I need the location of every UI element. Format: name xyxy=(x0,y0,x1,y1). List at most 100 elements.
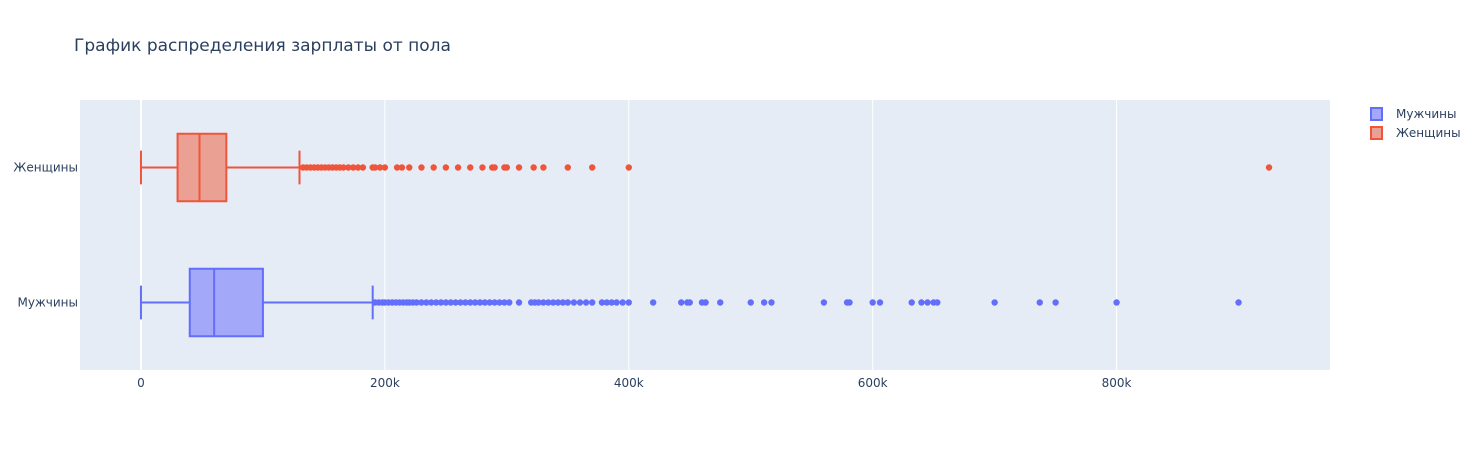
iqr-box xyxy=(176,132,228,203)
outlier-point[interactable] xyxy=(564,299,572,306)
outlier-point[interactable] xyxy=(491,299,498,306)
outlier-point[interactable] xyxy=(454,164,462,171)
legend-swatch xyxy=(1370,107,1383,121)
outlier-point[interactable] xyxy=(479,164,486,171)
outlier-point[interactable] xyxy=(501,299,508,306)
outlier-point[interactable] xyxy=(486,299,493,306)
x-tick-label: 400k xyxy=(614,376,644,390)
outlier-point[interactable] xyxy=(540,164,547,171)
outlier-point[interactable] xyxy=(430,164,437,171)
outlier-point[interactable] xyxy=(381,164,389,171)
outlier-point[interactable] xyxy=(1265,164,1273,171)
x-gridlines xyxy=(139,100,1118,370)
iqr-box xyxy=(188,267,264,338)
outlier-point[interactable] xyxy=(576,299,584,306)
y-tick-label: Женщины xyxy=(13,161,78,175)
outlier-point[interactable] xyxy=(619,299,626,306)
outlier-point[interactable] xyxy=(437,299,445,306)
outlier-point[interactable] xyxy=(423,299,430,306)
outlier-point[interactable] xyxy=(447,299,454,306)
outlier-point[interactable] xyxy=(432,299,440,306)
outlier-point[interactable] xyxy=(564,164,572,171)
outlier-point[interactable] xyxy=(349,164,357,171)
outlier-point[interactable] xyxy=(908,299,915,306)
outlier-point[interactable] xyxy=(428,299,435,306)
outlier-point[interactable] xyxy=(442,164,450,171)
x-tick-label: 800k xyxy=(1102,376,1132,390)
outlier-point[interactable] xyxy=(340,164,347,171)
outlier-point[interactable] xyxy=(393,164,401,171)
y-tick-labels: Мужчины Женщины xyxy=(13,161,78,310)
outlier-point[interactable] xyxy=(625,164,632,171)
outlier-point[interactable] xyxy=(413,299,420,306)
outlier-point[interactable] xyxy=(549,299,557,306)
outlier-point[interactable] xyxy=(406,164,413,171)
outlier-point[interactable] xyxy=(506,299,513,306)
legend-label: Женщины xyxy=(1396,126,1461,140)
outlier-point[interactable] xyxy=(570,299,578,306)
outlier-point[interactable] xyxy=(603,299,611,306)
outlier-point[interactable] xyxy=(345,164,352,171)
outlier-point[interactable] xyxy=(702,299,709,306)
outlier-point[interactable] xyxy=(491,164,498,171)
outlier-point[interactable] xyxy=(471,299,479,306)
outlier-point[interactable] xyxy=(452,299,459,306)
x-tick-label: 200k xyxy=(370,376,400,390)
outlier-point[interactable] xyxy=(991,299,998,306)
outlier-point[interactable] xyxy=(467,164,474,171)
outlier-point[interactable] xyxy=(876,299,884,306)
outlier-point[interactable] xyxy=(418,299,425,306)
legend-item[interactable]: Мужчины xyxy=(1370,107,1456,121)
outlier-point[interactable] xyxy=(545,299,552,306)
outlier-point[interactable] xyxy=(476,299,484,306)
legend-item[interactable]: Женщины xyxy=(1370,126,1461,140)
outlier-point[interactable] xyxy=(376,164,384,171)
outlier-point[interactable] xyxy=(649,299,657,306)
outlier-point[interactable] xyxy=(359,164,367,171)
outlier-point[interactable] xyxy=(1036,299,1043,306)
outlier-point[interactable] xyxy=(869,299,876,306)
outlier-point[interactable] xyxy=(608,299,615,306)
outlier-point[interactable] xyxy=(467,299,474,306)
outlier-point[interactable] xyxy=(457,299,464,306)
outlier-point[interactable] xyxy=(934,299,941,306)
outlier-point[interactable] xyxy=(717,299,724,306)
outlier-point[interactable] xyxy=(924,299,931,306)
outlier-point[interactable] xyxy=(442,299,450,306)
outlier-point[interactable] xyxy=(686,299,693,306)
outlier-point[interactable] xyxy=(588,164,596,171)
outlier-point[interactable] xyxy=(371,164,379,171)
outlier-point[interactable] xyxy=(515,299,523,306)
outlier-point[interactable] xyxy=(588,299,596,306)
outlier-point[interactable] xyxy=(846,299,853,306)
outlier-point[interactable] xyxy=(1052,299,1059,306)
outlier-point[interactable] xyxy=(760,299,768,306)
outlier-point[interactable] xyxy=(768,299,775,306)
outlier-point[interactable] xyxy=(515,164,523,171)
outlier-point[interactable] xyxy=(503,164,511,171)
outlier-point[interactable] xyxy=(820,299,828,306)
outlier-point[interactable] xyxy=(1235,299,1242,306)
outlier-point[interactable] xyxy=(747,299,754,306)
outlier-point[interactable] xyxy=(613,299,620,306)
outlier-point[interactable] xyxy=(918,299,925,306)
outlier-point[interactable] xyxy=(535,299,542,306)
outlier-point[interactable] xyxy=(559,299,567,306)
outlier-point[interactable] xyxy=(354,164,362,171)
outlier-point[interactable] xyxy=(598,299,606,306)
outlier-point[interactable] xyxy=(530,164,537,171)
outlier-point[interactable] xyxy=(1113,299,1120,306)
legend-label: Мужчины xyxy=(1396,107,1456,121)
plot-area-background xyxy=(80,100,1330,370)
outlier-point[interactable] xyxy=(554,299,562,306)
outlier-point[interactable] xyxy=(496,299,503,306)
outlier-point[interactable] xyxy=(418,164,425,171)
outlier-point[interactable] xyxy=(481,299,489,306)
outlier-point[interactable] xyxy=(540,299,547,306)
outlier-point[interactable] xyxy=(582,299,590,306)
outlier-point[interactable] xyxy=(625,299,632,306)
outlier-point[interactable] xyxy=(462,299,469,306)
outlier-point[interactable] xyxy=(398,164,406,171)
outlier-point[interactable] xyxy=(678,299,685,306)
